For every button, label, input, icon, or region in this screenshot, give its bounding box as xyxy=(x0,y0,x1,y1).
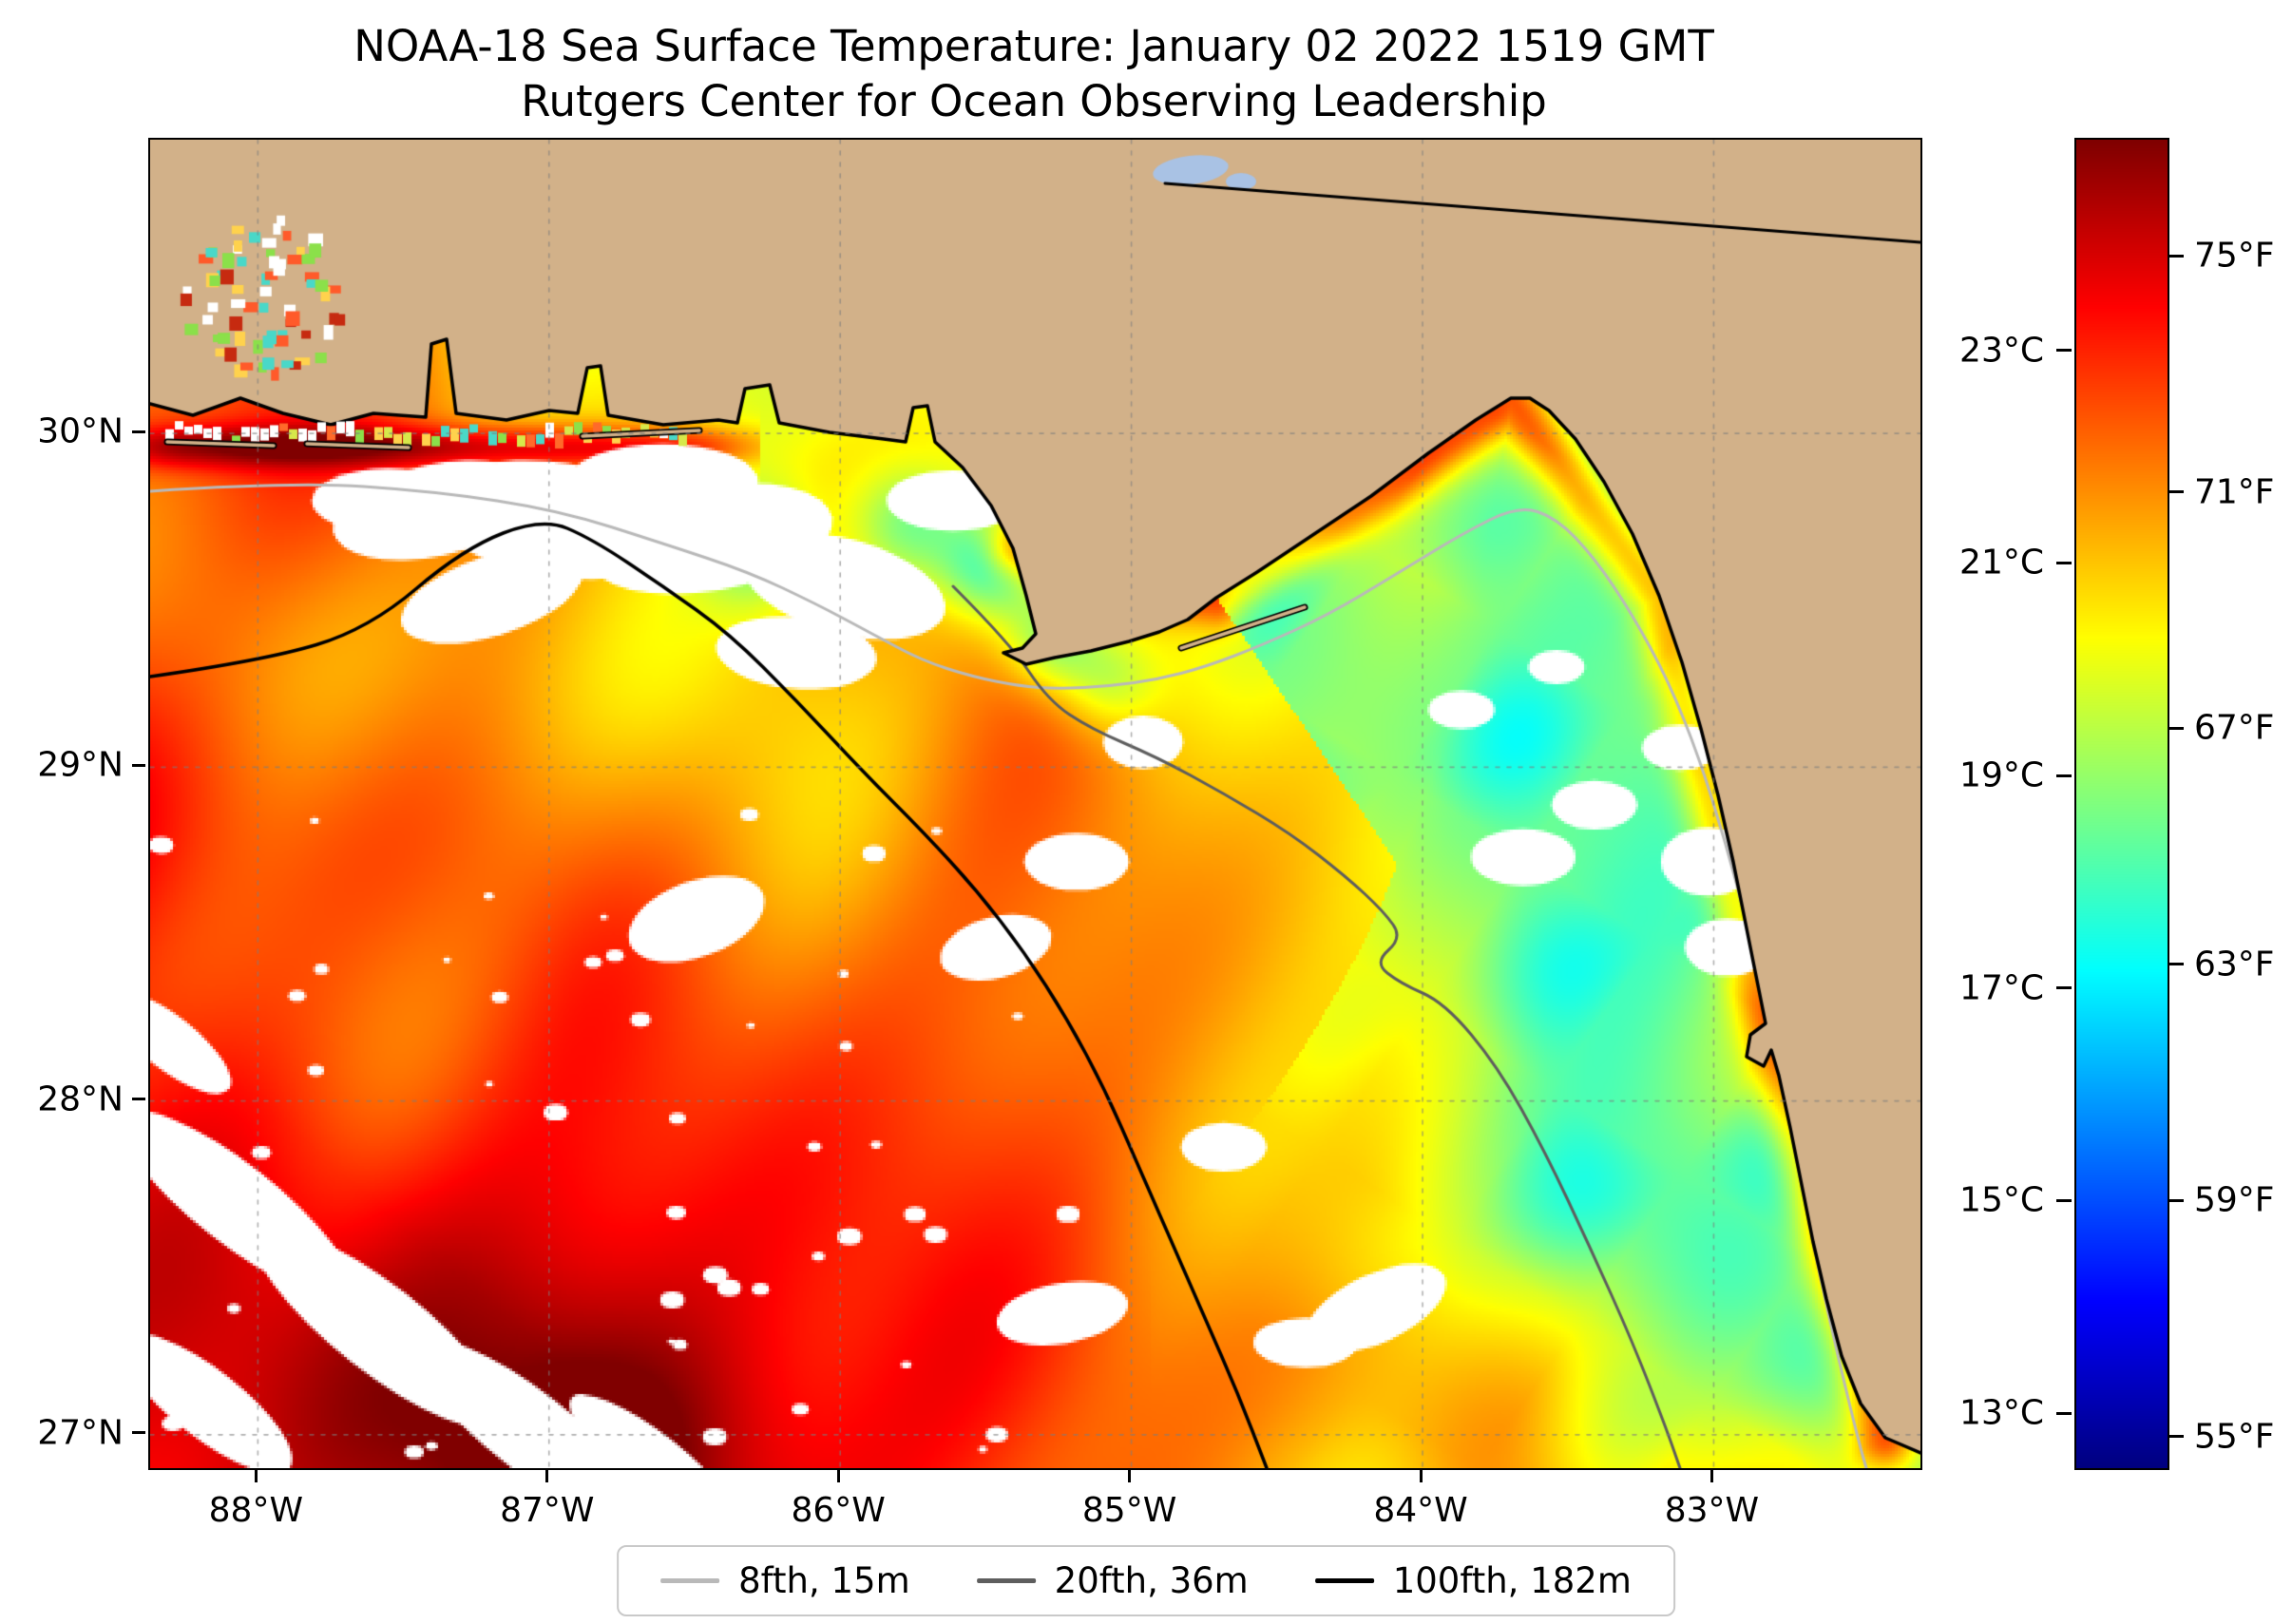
colorbar-fahrenheit-label: 55°F xyxy=(2194,1417,2275,1457)
y-tick-label: 30°N xyxy=(37,411,124,451)
colorbar-fahrenheit-label: 63°F xyxy=(2194,945,2275,984)
colorbar-celsius-label: 17°C xyxy=(1959,968,2044,1008)
colorbar-fahrenheit-tick-mark xyxy=(2168,490,2184,494)
colorbar-celsius-label: 23°C xyxy=(1959,331,2044,371)
colorbar-celsius-label: 21°C xyxy=(1959,543,2044,583)
y-tick-mark xyxy=(132,763,145,767)
x-tick-mark xyxy=(254,1469,258,1482)
x-tick-label: 85°W xyxy=(1081,1491,1177,1530)
colorbar-fahrenheit-label: 75°F xyxy=(2194,236,2275,276)
colorbar-celsius-tick-mark xyxy=(2056,774,2072,777)
colorbar-fahrenheit-tick-mark xyxy=(2168,1435,2184,1439)
legend-item-label: 20fth, 36m xyxy=(1054,1560,1249,1601)
map-plot-area xyxy=(148,138,1922,1470)
colorbar-celsius-label: 19°C xyxy=(1959,755,2044,795)
colorbar-celsius-label: 15°C xyxy=(1959,1180,2044,1220)
legend-item-0: 8fth, 15m xyxy=(660,1560,910,1601)
y-tick-label: 29°N xyxy=(37,745,124,785)
legend-item-2: 100fth, 182m xyxy=(1314,1560,1632,1601)
x-tick-mark xyxy=(836,1469,840,1482)
x-tick-label: 84°W xyxy=(1373,1491,1468,1530)
legend-item-1: 20fth, 36m xyxy=(976,1560,1249,1601)
legend-item-label: 100fth, 182m xyxy=(1392,1560,1632,1601)
y-tick-mark xyxy=(132,1431,145,1435)
x-tick-label: 87°W xyxy=(500,1491,595,1530)
legend-line-swatch xyxy=(660,1578,720,1583)
colorbar-fahrenheit-label: 67°F xyxy=(2194,708,2275,748)
colorbar-celsius-tick-mark xyxy=(2056,349,2072,353)
figure-title: NOAA-18 Sea Surface Temperature: January… xyxy=(353,19,1714,128)
legend-line-swatch xyxy=(976,1578,1036,1583)
colorbar xyxy=(2074,138,2169,1470)
colorbar-fahrenheit-tick-mark xyxy=(2168,963,2184,966)
x-tick-label: 83°W xyxy=(1664,1491,1760,1530)
y-tick-mark xyxy=(132,430,145,433)
x-tick-label: 86°W xyxy=(791,1491,886,1530)
x-tick-mark xyxy=(1419,1469,1423,1482)
colorbar-fahrenheit-label: 71°F xyxy=(2194,472,2275,512)
title-line-2: Rutgers Center for Ocean Observing Leade… xyxy=(521,75,1547,126)
colorbar-celsius-tick-mark xyxy=(2056,986,2072,990)
y-tick-mark xyxy=(132,1098,145,1101)
x-tick-label: 88°W xyxy=(208,1491,304,1530)
colorbar-fahrenheit-tick-mark xyxy=(2168,1198,2184,1202)
colorbar-fahrenheit-tick-mark xyxy=(2168,254,2184,258)
colorbar-celsius-label: 13°C xyxy=(1959,1393,2044,1433)
x-tick-mark xyxy=(545,1469,549,1482)
colorbar-fahrenheit-label: 59°F xyxy=(2194,1180,2275,1220)
y-tick-label: 27°N xyxy=(37,1413,124,1453)
legend-item-label: 8fth, 15m xyxy=(738,1560,910,1601)
x-tick-mark xyxy=(1128,1469,1132,1482)
x-tick-mark xyxy=(1709,1469,1713,1482)
legend-line-swatch xyxy=(1314,1578,1374,1583)
contour-legend: 8fth, 15m 20fth, 36m 100fth, 182m xyxy=(617,1545,1675,1616)
colorbar-celsius-tick-mark xyxy=(2056,1411,2072,1415)
y-tick-label: 28°N xyxy=(37,1079,124,1119)
colorbar-gradient xyxy=(2076,140,2168,1468)
colorbar-celsius-tick-mark xyxy=(2056,1198,2072,1202)
sst-map-canvas xyxy=(150,140,1920,1468)
title-line-1: NOAA-18 Sea Surface Temperature: January… xyxy=(353,21,1714,71)
colorbar-celsius-tick-mark xyxy=(2056,561,2072,564)
colorbar-fahrenheit-tick-mark xyxy=(2168,726,2184,730)
